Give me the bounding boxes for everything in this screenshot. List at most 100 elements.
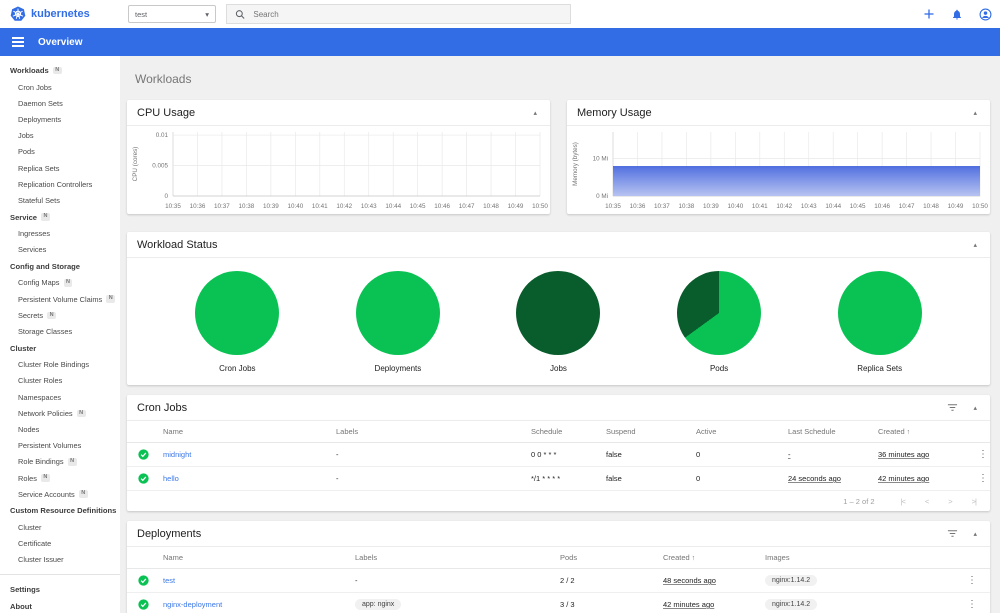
pie-chart: [355, 271, 440, 355]
cpu-usage-card: CPU Usage ▴ 10:35 10:36 10:37 10:38 10:39 10:…: [127, 100, 550, 214]
sidebar-item-network-policies[interactable]: Network Policies N: [0, 405, 120, 421]
sidebar-item-stateful-sets[interactable]: Stateful Sets: [0, 192, 120, 208]
sidebar-item-storage-classes[interactable]: Storage Classes: [0, 323, 120, 339]
previous-page-button[interactable]: <: [924, 497, 930, 506]
sidebar-item-cluster-roles[interactable]: Cluster Roles: [0, 373, 120, 389]
row-menu-button[interactable]: ⋮: [978, 449, 988, 460]
svg-text:0: 0: [164, 193, 168, 200]
column-header-name[interactable]: Name: [163, 553, 184, 562]
svg-text:10:46: 10:46: [874, 203, 890, 210]
sidebar-item-cluster-role-bindings[interactable]: Cluster Role Bindings: [0, 357, 120, 373]
sort-ascending-icon[interactable]: ↑: [689, 555, 696, 562]
namespaced-badge: N: [63, 279, 73, 287]
table-row: test - 2 / 2 48 seconds ago nginx:1.14.2 ⋮: [127, 569, 990, 593]
sidebar-section-config-and-storage[interactable]: Config and Storage: [0, 258, 120, 275]
column-header-pods[interactable]: Pods: [560, 553, 578, 562]
column-header-last-schedule[interactable]: Last Schedule: [788, 427, 836, 436]
sidebar-item-cluster[interactable]: Cluster: [0, 519, 120, 535]
namespaced-badge: N: [106, 295, 116, 303]
sidebar-item-label: Storage Classes: [18, 327, 73, 337]
menu-toggle-button[interactable]: [12, 37, 24, 47]
sidebar-item-replication-controllers[interactable]: Replication Controllers: [0, 176, 120, 192]
search-input[interactable]: [253, 9, 562, 19]
workload-pie-pods: Pods: [644, 271, 794, 373]
sidebar-item-cluster-issuer[interactable]: Cluster Issuer: [0, 552, 120, 568]
notifications-button[interactable]: [950, 7, 964, 21]
column-header-suspend[interactable]: Suspend: [606, 427, 636, 436]
next-page-button[interactable]: >: [948, 497, 953, 506]
account-button[interactable]: [978, 7, 992, 21]
column-header-created[interactable]: Created ↑: [663, 553, 696, 562]
sidebar-item-nodes[interactable]: Nodes: [0, 421, 120, 437]
row-menu-button[interactable]: ⋮: [967, 599, 977, 610]
first-page-button[interactable]: |<: [900, 497, 906, 506]
top-app-bar: kubernetes test ▾: [0, 0, 1000, 28]
sidebar-item-persistent-volume-claims[interactable]: Persistent Volume Claims N: [0, 291, 120, 307]
kubernetes-logo[interactable]: kubernetes: [0, 6, 120, 22]
sidebar-item-deployments[interactable]: Deployments: [0, 111, 120, 127]
sidebar-section-label: Config and Storage: [10, 261, 81, 271]
svg-text:10:47: 10:47: [459, 203, 475, 210]
sidebar-item-daemon-sets[interactable]: Daemon Sets: [0, 95, 120, 111]
workload-status-body: Cron Jobs Deployments Jobs Pods Replica Sets: [127, 258, 990, 373]
column-header-labels[interactable]: Labels: [355, 553, 378, 562]
column-header-created[interactable]: Created ↑: [878, 427, 911, 436]
sidebar-item-certificate[interactable]: Certificate: [0, 536, 120, 552]
sidebar-item-persistent-volumes[interactable]: Persistent Volumes: [0, 438, 120, 454]
sidebar-item-label: Network Policies: [18, 408, 73, 418]
svg-text:10 Mi: 10 Mi: [593, 156, 608, 163]
resource-link[interactable]: midnight: [163, 450, 192, 459]
table-cell: 3 / 3: [560, 600, 575, 609]
collapse-icon[interactable]: ▴: [973, 109, 977, 117]
sidebar-item-config-maps[interactable]: Config Maps N: [0, 275, 120, 291]
sidebar-item-replica-sets[interactable]: Replica Sets: [0, 160, 120, 176]
sidebar-item-service-accounts[interactable]: Service Accounts N: [0, 486, 120, 502]
sidebar-item-cron-jobs[interactable]: Cron Jobs: [0, 79, 120, 95]
sort-ascending-icon[interactable]: ↑: [904, 429, 911, 436]
resource-link[interactable]: hello: [163, 474, 179, 483]
collapse-icon[interactable]: ▴: [973, 530, 977, 538]
sidebar-item-settings[interactable]: Settings: [0, 581, 120, 598]
sidebar-item-label: Daemon Sets: [18, 98, 63, 108]
sidebar-section-service[interactable]: Service N: [0, 209, 120, 226]
namespace-selector[interactable]: test ▾: [128, 5, 216, 23]
collapse-icon[interactable]: ▴: [533, 109, 537, 117]
row-menu-button[interactable]: ⋮: [978, 473, 988, 484]
filter-icon[interactable]: [947, 529, 958, 538]
sidebar-section-workloads[interactable]: Workloads N: [0, 62, 120, 79]
column-header-name[interactable]: Name: [163, 427, 184, 436]
cron-jobs-card: Cron Jobs ▴ Name Labels Schedule Suspend Act…: [127, 395, 990, 511]
resource-link[interactable]: test: [163, 576, 176, 585]
sidebar-section-cluster[interactable]: Cluster: [0, 340, 120, 357]
pie-label: Jobs: [550, 364, 567, 373]
filter-icon[interactable]: [947, 403, 958, 412]
svg-text:10:44: 10:44: [385, 203, 401, 210]
column-header-labels[interactable]: Labels: [336, 427, 359, 436]
collapse-icon[interactable]: ▴: [973, 241, 977, 249]
sidebar-item-secrets[interactable]: Secrets N: [0, 307, 120, 323]
sidebar-item-namespaces[interactable]: Namespaces: [0, 389, 120, 405]
collapse-icon[interactable]: ▴: [973, 404, 977, 412]
sidebar-item-services[interactable]: Services: [0, 242, 120, 258]
column-header-active[interactable]: Active: [696, 427, 717, 436]
sidebar-item-role-bindings[interactable]: Role Bindings N: [0, 454, 120, 470]
create-resource-button[interactable]: [922, 7, 936, 21]
sidebar-item-ingresses[interactable]: Ingresses: [0, 226, 120, 242]
sidebar-item-pods[interactable]: Pods: [0, 144, 120, 160]
cron-jobs-table-body: midnight - 0 0 * * * false 0 - 36 minutes ago ⋮…: [127, 443, 990, 491]
cron-jobs-table-head: Name Labels Schedule Suspend Active Last Sche…: [127, 421, 990, 443]
column-header-images[interactable]: Images: [765, 553, 790, 562]
svg-text:10:37: 10:37: [654, 203, 670, 210]
user-avatar-icon: [979, 8, 991, 20]
cpu-usage-chart: 10:35 10:36 10:37 10:38 10:39 10:40 10:41 10:42…: [127, 126, 550, 212]
sidebar-item-jobs[interactable]: Jobs: [0, 128, 120, 144]
sidebar-item-about[interactable]: About: [0, 598, 120, 613]
resource-link[interactable]: nginx-deployment: [163, 600, 223, 609]
svg-text:10:43: 10:43: [361, 203, 377, 210]
row-menu-button[interactable]: ⋮: [967, 575, 977, 586]
sidebar-section-custom-resource-definitions[interactable]: Custom Resource Definitions: [0, 502, 120, 519]
sidebar-item-roles[interactable]: Roles N: [0, 470, 120, 486]
search-bar[interactable]: [226, 4, 571, 24]
column-header-schedule[interactable]: Schedule: [531, 427, 563, 436]
last-page-button[interactable]: >|: [971, 497, 977, 506]
